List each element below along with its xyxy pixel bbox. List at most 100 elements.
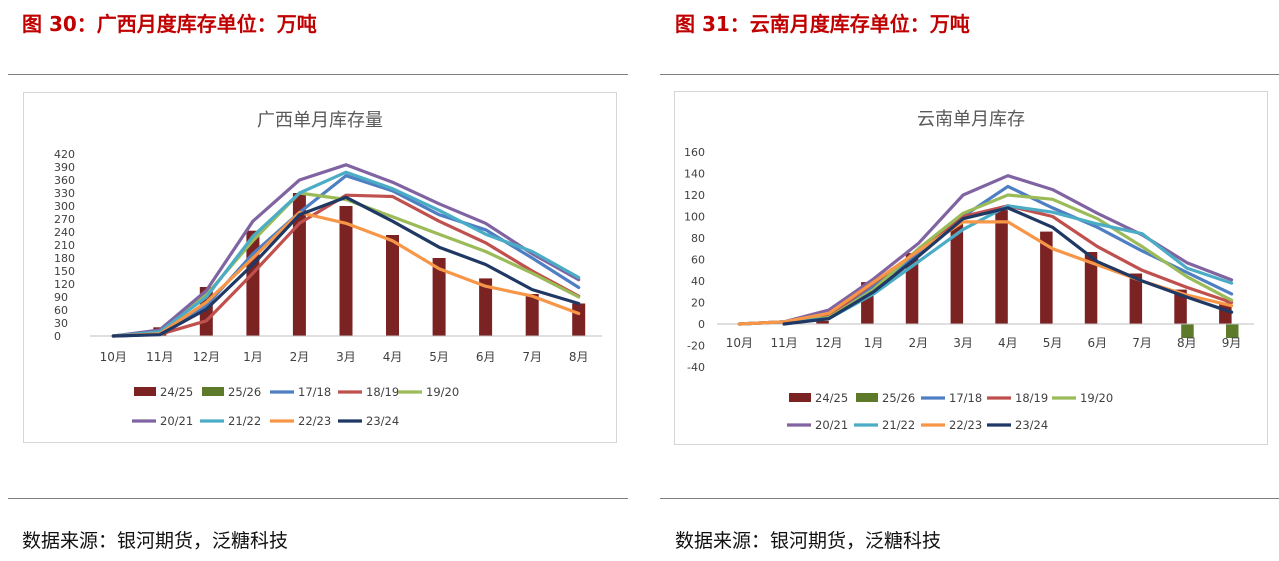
- y-tick-label: 210: [54, 239, 75, 252]
- y-tick-label: 60: [691, 254, 705, 267]
- left-top-rule: [8, 74, 628, 75]
- x-tick-label: 5月: [1043, 336, 1063, 350]
- x-tick-label: 10月: [726, 336, 753, 350]
- y-tick-label: 300: [54, 200, 75, 213]
- y-tick-label: 30: [54, 317, 68, 330]
- right-bottom-rule: [660, 498, 1279, 499]
- y-tick-label: 180: [54, 252, 75, 265]
- bar-24-25-3月: [339, 206, 353, 336]
- line-series-18-19: [111, 193, 581, 338]
- legend-label-22-23: 22/23: [949, 418, 982, 432]
- right-chart-box: 云南单月库存 -40 -20 0 20 40 60 80 100 120 140 160 10月 11月 1…: [674, 91, 1268, 445]
- legend-swatch-25-26: [856, 393, 878, 402]
- legend-label-17-18: 17/18: [298, 385, 331, 399]
- legend-label-25-26: 25/26: [228, 385, 261, 399]
- left-figure-title: 图 30：广西月度库存单位：万吨: [22, 12, 317, 36]
- line-series-17-18: [737, 184, 1234, 326]
- x-tick-label: 6月: [476, 350, 496, 364]
- line-series-21-22: [111, 170, 581, 338]
- line-series-21-22: [737, 204, 1234, 326]
- bar-24-25-7月: [1129, 273, 1143, 324]
- legend-swatch-24-25: [134, 387, 156, 396]
- x-tick-label: 4月: [998, 336, 1018, 350]
- bar-24-25-8月: [1174, 289, 1187, 324]
- bar-24-25-8月: [572, 303, 586, 336]
- yunnan-inventory-chart: 云南单月库存 -40 -20 0 20 40 60 80 100 120 140 160 10月 11月 1…: [684, 109, 1254, 432]
- line-series-22-23: [737, 220, 1234, 326]
- bar-24-25-3月: [950, 221, 964, 324]
- legend-label-22-23: 22/23: [298, 414, 331, 428]
- y-tick-label: 150: [54, 265, 75, 278]
- y-tick-label: 40: [691, 275, 705, 288]
- y-tick-label: 0: [698, 318, 705, 331]
- right-top-rule: [660, 74, 1279, 75]
- legend-swatch-24-25: [789, 393, 811, 402]
- y-tick-label: 140: [684, 168, 705, 181]
- y-tick-label: 360: [54, 174, 75, 187]
- x-tick-label: 7月: [522, 350, 542, 364]
- right-source-note: 数据来源：银河期货，泛糖科技: [675, 530, 942, 552]
- legend-label-21-22: 21/22: [882, 418, 915, 432]
- line-series-23-24: [111, 195, 581, 338]
- bar-24-25-7月: [525, 294, 539, 336]
- bar-24-25-6月: [479, 278, 493, 336]
- legend-label-24-25: 24/25: [815, 391, 848, 405]
- x-tick-label: 5月: [429, 350, 449, 364]
- y-tick-label: 160: [684, 146, 705, 159]
- line-series-18-19: [737, 204, 1234, 326]
- y-tick-label: 390: [54, 161, 75, 174]
- legend-label-24-25: 24/25: [160, 385, 193, 399]
- bar-24-25-2月: [905, 253, 919, 324]
- legend-label-19-20: 19/20: [1080, 391, 1113, 405]
- x-tick-label: 6月: [1088, 336, 1108, 350]
- y-tick-label: 80: [691, 232, 705, 245]
- line-series-20-21: [111, 163, 581, 338]
- legend-label-23-24: 23/24: [1015, 418, 1048, 432]
- x-tick-label: 1月: [243, 350, 263, 364]
- x-tick-label: 3月: [953, 336, 973, 350]
- left-chart-box: 广西单月库存量 0 30 60 90 120 150 180 210 240 270 300 330 36…: [23, 92, 617, 443]
- x-tick-label: 1月: [864, 336, 884, 350]
- legend-label-20-21: 20/21: [815, 418, 848, 432]
- y-tick-label: 60: [54, 304, 68, 317]
- bar-24-25-4月: [995, 210, 1008, 324]
- x-tick-label: 7月: [1132, 336, 1152, 350]
- x-tick-label: 8月: [569, 350, 589, 364]
- bar-24-25-5月: [432, 258, 446, 336]
- legend-label-19-20: 19/20: [426, 385, 459, 399]
- line-series-23-24: [782, 206, 1234, 326]
- chart-title: 云南单月库存: [917, 109, 1025, 130]
- y-tick-label: 240: [54, 226, 75, 239]
- legend-label-25-26: 25/26: [882, 391, 915, 405]
- bar-24-25-5月: [1040, 231, 1053, 324]
- y-tick-label: 100: [684, 211, 705, 224]
- chart-title: 广西单月库存量: [257, 110, 383, 131]
- y-tick-label: 90: [54, 291, 68, 304]
- line-series-20-21: [737, 174, 1234, 326]
- x-tick-label: 11月: [146, 350, 173, 364]
- legend-label-20-21: 20/21: [160, 414, 193, 428]
- x-tick-label: 2月: [909, 336, 929, 350]
- legend-swatch-25-26: [202, 387, 224, 396]
- y-tick-label: 20: [691, 297, 705, 310]
- bar-25-26-8月: [1181, 324, 1194, 338]
- guangxi-inventory-chart: 广西单月库存量 030609012015018021024027030033036…: [54, 110, 602, 428]
- bar-24-25-4月: [386, 235, 399, 336]
- line-series-22-23: [111, 210, 581, 338]
- x-tick-label: 9月: [1222, 336, 1242, 350]
- bar-24-25-12月: [816, 320, 829, 324]
- y-tick-label: 270: [54, 213, 75, 226]
- legend-label-18-19: 18/19: [1015, 391, 1048, 405]
- y-tick-label: 0: [54, 330, 61, 343]
- y-tick-label: -20: [687, 340, 705, 353]
- x-tick-label: 12月: [193, 350, 220, 364]
- right-figure-title: 图 31：云南月度库存单位：万吨: [675, 12, 970, 36]
- y-tick-label: 120: [54, 278, 75, 291]
- x-tick-label: 2月: [290, 350, 310, 364]
- y-tick-label: 330: [54, 187, 75, 200]
- y-tick-label: 120: [684, 189, 705, 202]
- legend-label-23-24: 23/24: [366, 414, 399, 428]
- x-tick-label: 12月: [815, 336, 842, 350]
- y-tick-label: 420: [54, 148, 75, 161]
- x-tick-label: 8月: [1177, 336, 1197, 350]
